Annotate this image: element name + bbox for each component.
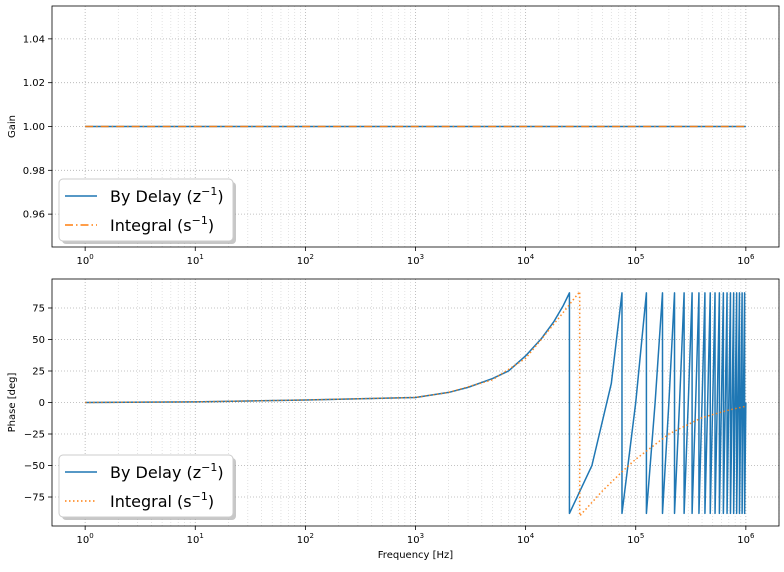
x-tick-label: 104 <box>517 253 535 267</box>
x-tick-label: 103 <box>407 253 424 267</box>
plot-2: 100 101 102 103 104 105 106 −75 −50 −25 0 25 50 75 Pha… <box>7 278 780 561</box>
legend-label-2: Integral (s−1) <box>110 490 214 511</box>
legend-label-1: By Delay (z−1) <box>110 185 224 206</box>
x-tick-label: 105 <box>627 532 644 546</box>
y-tick-label: −25 <box>24 430 45 441</box>
y-tick-label: −75 <box>24 493 45 504</box>
y-axis-label: Gain <box>7 115 18 138</box>
x-tick-label: 101 <box>187 532 204 546</box>
y-tick-label: 1.00 <box>23 122 45 133</box>
x-tick-label: 106 <box>737 532 755 546</box>
series-line-1 <box>85 292 747 515</box>
y-tick-label: 50 <box>32 335 45 346</box>
series-line-2 <box>85 290 747 517</box>
axes-frame <box>51 5 780 248</box>
legend-label-2: Integral (s−1) <box>110 214 214 235</box>
legend-label-1: By Delay (z−1) <box>110 461 224 482</box>
y-tick-label: 0.98 <box>23 166 45 177</box>
x-tick-label: 102 <box>297 532 314 546</box>
y-tick-label: 25 <box>32 366 45 377</box>
x-tick-label: 104 <box>517 532 535 546</box>
y-tick-label: 0.96 <box>23 210 45 221</box>
legend-box <box>58 178 234 242</box>
y-tick-label: −50 <box>24 461 45 472</box>
x-tick-label: 100 <box>77 253 94 267</box>
x-tick-label: 106 <box>737 253 755 267</box>
x-tick-label: 100 <box>77 532 94 546</box>
legend-box <box>58 454 234 518</box>
axes-frame <box>51 278 780 527</box>
y-tick-label: 1.04 <box>23 34 45 45</box>
y-tick-label: 75 <box>32 303 45 314</box>
y-axis-label: Phase [deg] <box>7 373 18 433</box>
y-tick-label: 1.02 <box>23 78 45 89</box>
y-tick-label: 0 <box>39 398 45 409</box>
series-group <box>85 290 747 517</box>
x-axis-label: Frequency [Hz] <box>378 550 454 561</box>
x-tick-label: 102 <box>297 253 314 267</box>
x-tick-label: 101 <box>187 253 204 267</box>
x-tick-label: 103 <box>407 532 424 546</box>
plot-1: 100 101 102 103 104 105 106 0.96 0.98 1.00 1.02 1.0… <box>7 5 780 267</box>
x-tick-label: 105 <box>627 253 644 267</box>
